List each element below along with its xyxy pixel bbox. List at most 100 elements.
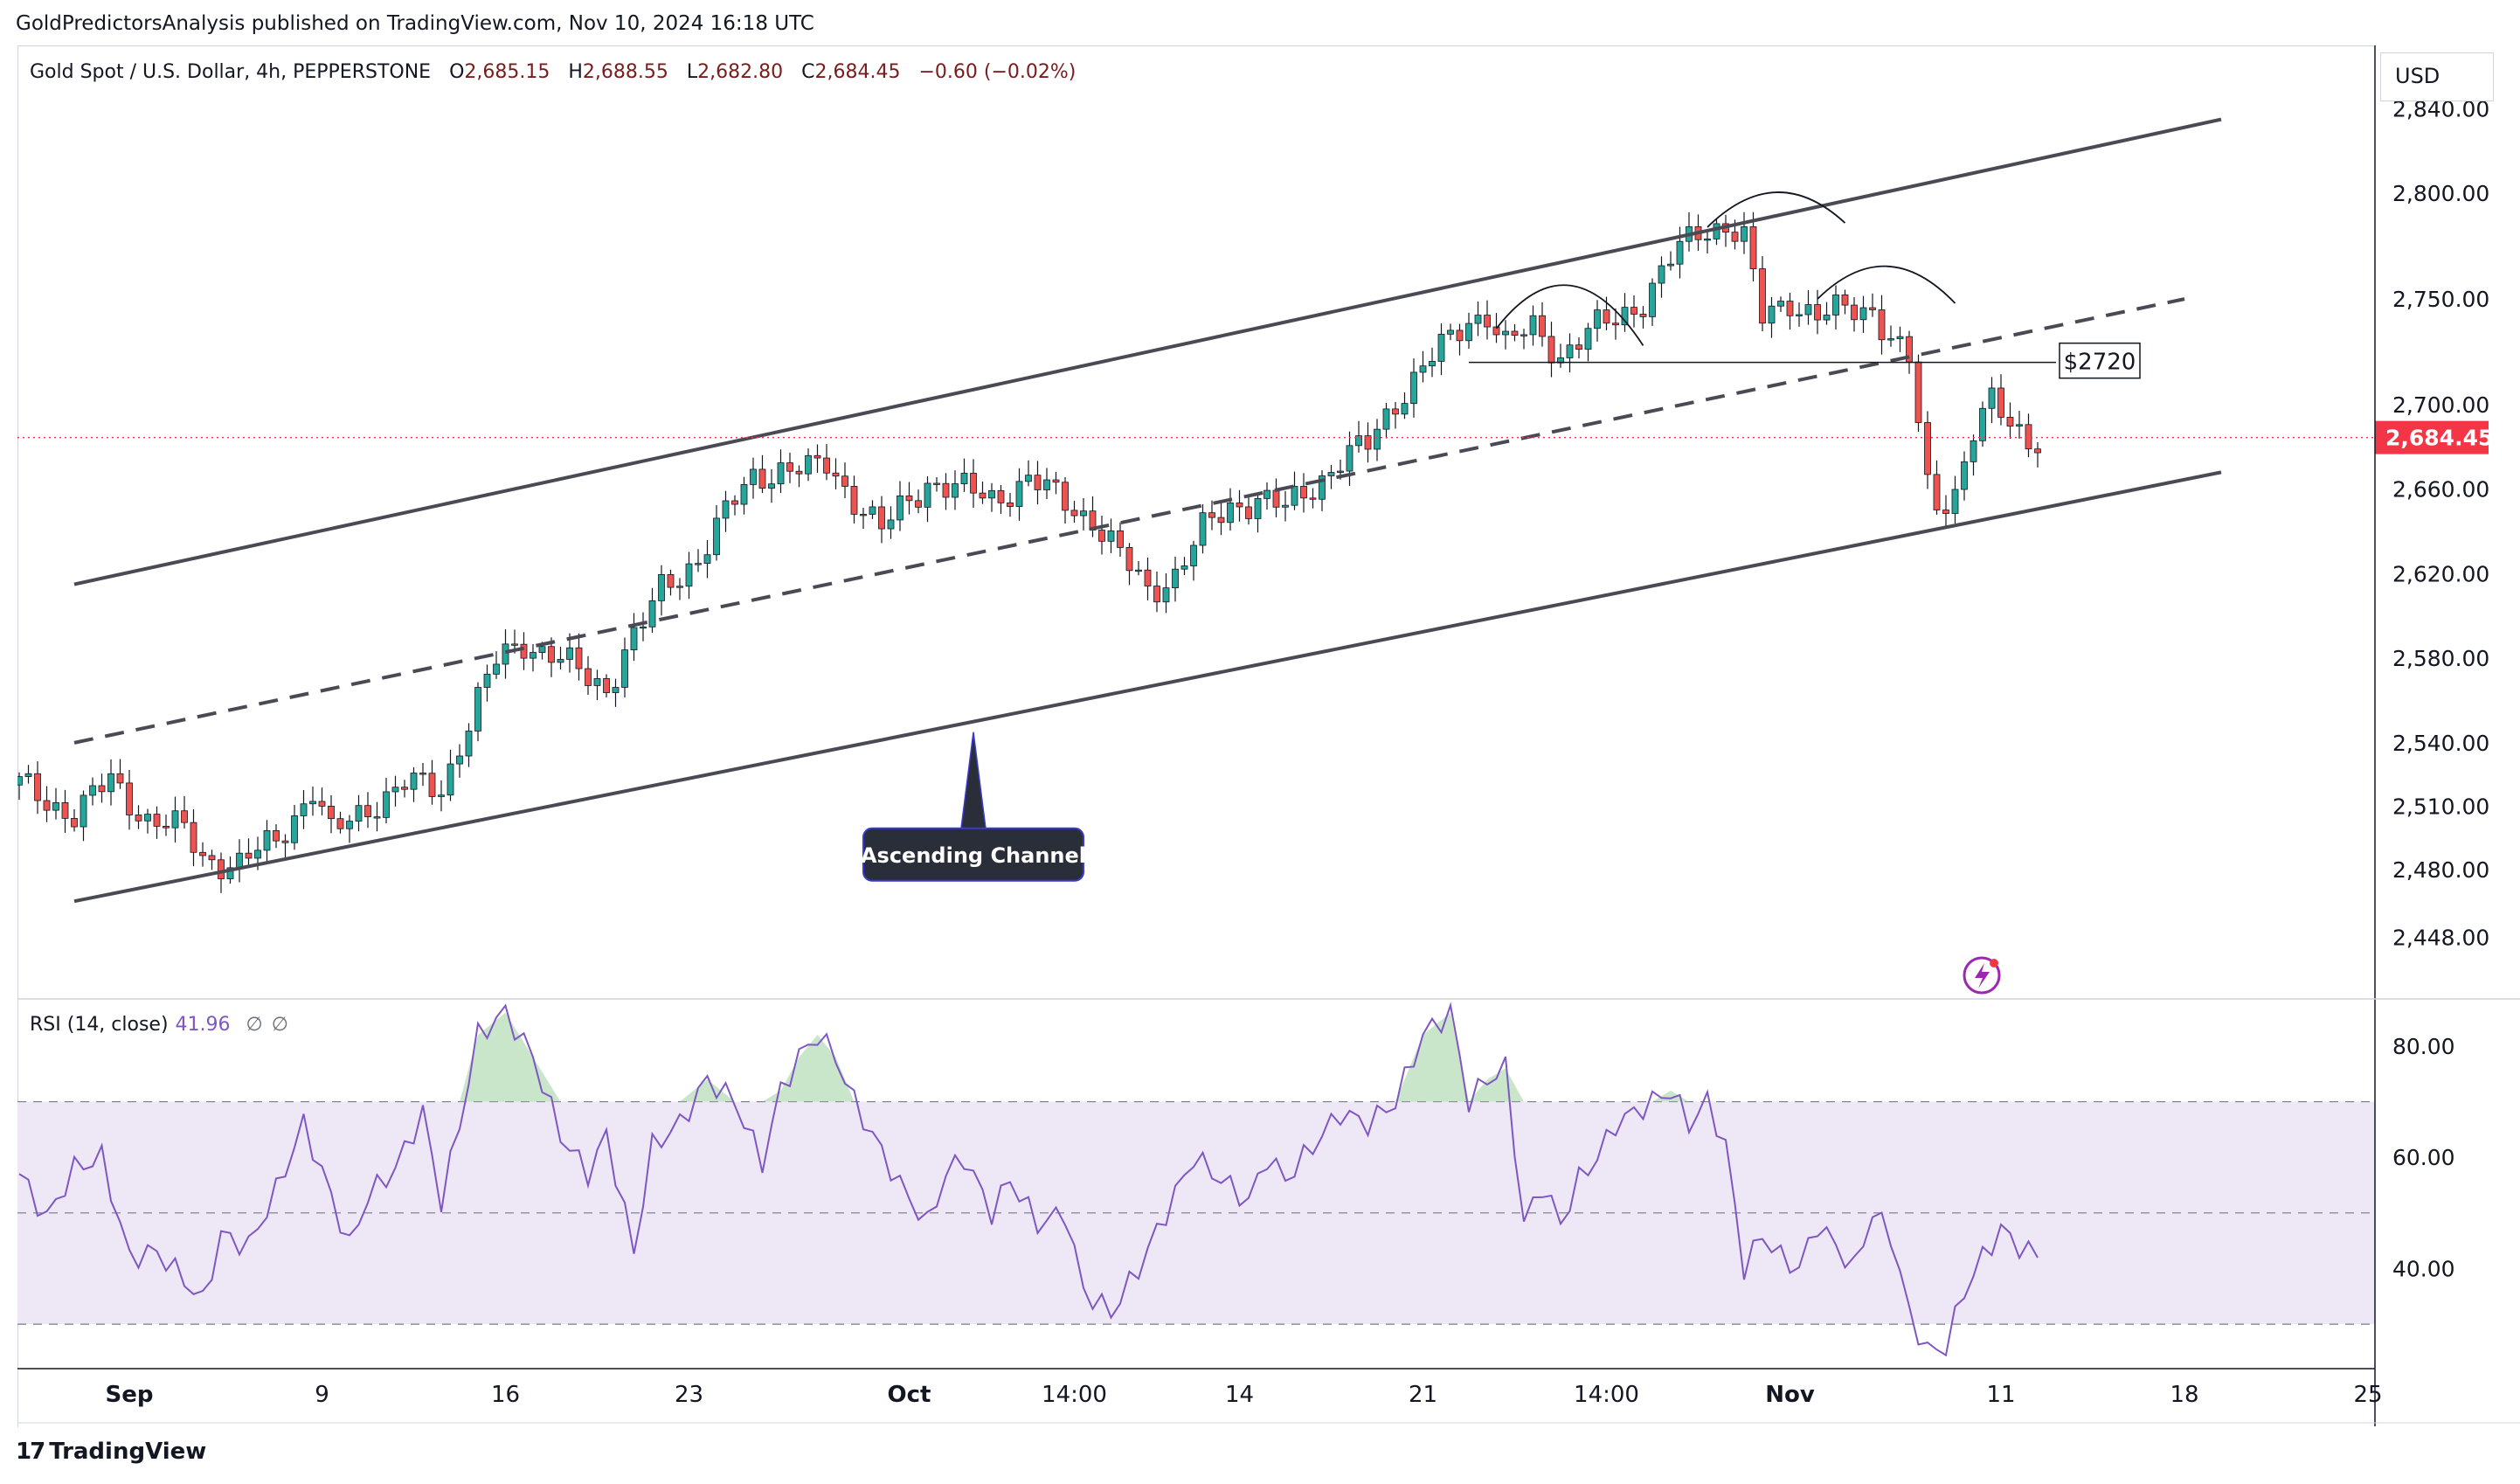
rsi-tick-label: 40.00 (2392, 1256, 2455, 1281)
annotation-layer: $2720 2,684.45 Ascending Channel (17, 117, 2493, 995)
candle (1511, 330, 1519, 336)
candle (1933, 474, 1941, 510)
candle (428, 773, 436, 797)
candle (1300, 486, 1307, 499)
candle (823, 457, 830, 474)
candle (218, 859, 225, 879)
candle (685, 563, 693, 587)
candle (1942, 510, 1949, 514)
candle (1630, 307, 1637, 315)
candle (1612, 322, 1619, 326)
candle (813, 454, 821, 459)
candle (1841, 294, 1849, 306)
candle (1217, 517, 1225, 524)
price-tick-label: 2,750.00 (2392, 287, 2489, 312)
candle (281, 840, 289, 843)
candle (43, 800, 51, 811)
rsi-band (17, 1101, 2375, 1325)
candle (1484, 315, 1491, 328)
candle (1529, 315, 1537, 336)
tradingview-logo[interactable]: 17 TradingView (16, 1439, 206, 1465)
candle (1502, 330, 1509, 336)
candle (1319, 475, 1326, 500)
candle (777, 462, 785, 485)
candle (401, 787, 408, 790)
candle (1107, 530, 1115, 542)
candle (1015, 481, 1023, 507)
time-tick-label: Sep (106, 1382, 154, 1408)
candle (648, 600, 656, 628)
candle (438, 794, 445, 797)
candle (758, 468, 766, 489)
candle (1392, 408, 1399, 415)
candle (731, 500, 738, 505)
candle (1547, 336, 1555, 364)
candle (199, 851, 206, 856)
chart-frame (17, 45, 2376, 1427)
legend-open-label: O (449, 61, 465, 83)
candle (1309, 497, 1317, 500)
candle (612, 687, 620, 693)
candle (511, 643, 518, 646)
legend-symbol: Gold Spot / U.S. Dollar, 4h, PEPPERSTONE (30, 61, 432, 83)
candle (291, 815, 298, 843)
candle (273, 829, 280, 842)
candle (850, 486, 858, 515)
candle (530, 652, 537, 659)
candle (171, 810, 179, 829)
candle (1456, 329, 1464, 342)
publisher-line: GoldPredictorsAnalysis published on Trad… (16, 12, 814, 35)
channel-upper-line (73, 117, 2222, 586)
candle (391, 787, 399, 793)
candle (1236, 503, 1243, 508)
time-tick-label: 11 (1986, 1382, 2015, 1408)
candle (71, 817, 78, 828)
candle (1520, 334, 1527, 336)
candle (676, 586, 683, 588)
rsi-tick-label: 80.00 (2392, 1034, 2455, 1059)
candle (960, 473, 968, 484)
candle (1869, 307, 1876, 310)
candle (80, 794, 87, 828)
candle (1052, 479, 1060, 483)
candle (1190, 544, 1197, 566)
candle (722, 500, 730, 519)
price-tick-label: 2,540.00 (2392, 731, 2489, 756)
candle (575, 647, 583, 669)
candle (1594, 309, 1601, 329)
candle (1970, 440, 1977, 462)
candle (1979, 407, 1986, 441)
tradingview-brand: TradingView (49, 1439, 207, 1465)
candle (1759, 268, 1766, 324)
candle (98, 785, 106, 793)
last-price-label: 2,684.45 (2385, 426, 2493, 451)
lightning-icon (1963, 956, 2001, 995)
candle (630, 627, 638, 650)
candle (860, 514, 867, 517)
candle (1419, 365, 1427, 373)
candle (1823, 315, 1831, 321)
candle (2006, 416, 2014, 426)
candle (493, 663, 500, 675)
legend-high: 2,688.55 (582, 61, 668, 83)
callout-pointer (960, 732, 987, 829)
candle (1988, 387, 1996, 409)
legend-open: 2,685.15 (464, 61, 550, 83)
candle (1492, 326, 1500, 336)
rsi-legend: RSI (14, close) 41.96 ∅ ∅ (30, 1014, 288, 1036)
candle (52, 802, 59, 811)
time-tick-label: 18 (2170, 1382, 2198, 1408)
candle (1639, 314, 1647, 317)
candle (1263, 489, 1270, 499)
candle (1080, 510, 1087, 517)
currency-selector[interactable]: USD (2380, 52, 2494, 101)
candle (1327, 472, 1335, 476)
candle (979, 492, 987, 499)
time-tick-label: 9 (315, 1382, 329, 1408)
time-tick-label: 14:00 (1574, 1382, 1639, 1408)
candle (245, 852, 253, 859)
candle (1153, 586, 1160, 603)
pattern-arc (1817, 265, 1956, 304)
candle (447, 763, 454, 796)
